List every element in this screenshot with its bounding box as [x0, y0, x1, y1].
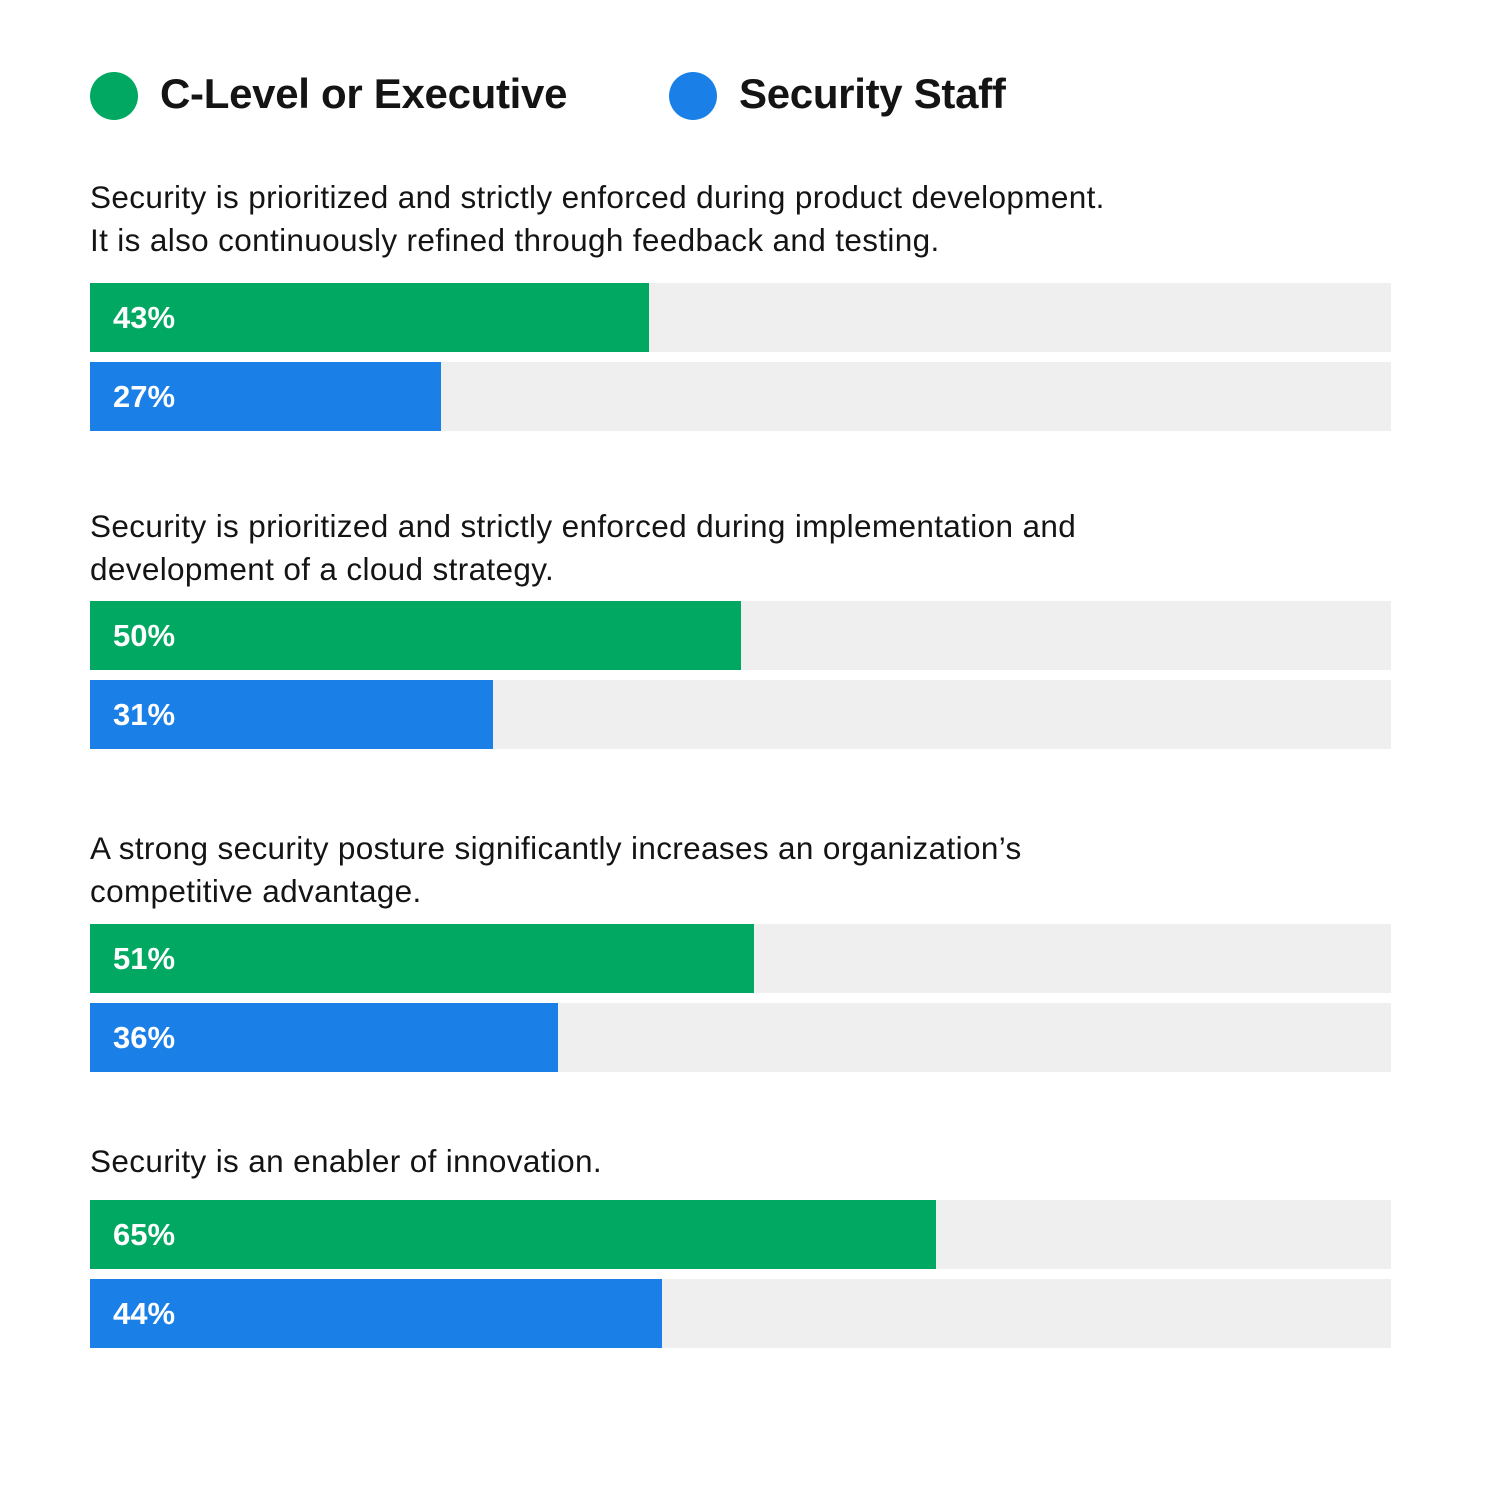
bar-track: 51%	[90, 924, 1391, 993]
bar-value-label: 36%	[113, 1020, 176, 1055]
bar-exec: 65%	[90, 1200, 936, 1269]
bar-value-label: 44%	[113, 1296, 176, 1331]
question-line: It is also continuously refined through …	[90, 222, 940, 258]
bar-exec: 51%	[90, 924, 754, 993]
question-text: Security is an enabler of innovation.	[90, 1140, 1310, 1183]
question-line: A strong security posture significantly …	[90, 830, 1022, 866]
bar-staff: 27%	[90, 362, 441, 431]
bar-staff: 44%	[90, 1279, 662, 1348]
bar-track: 43%	[90, 283, 1391, 352]
legend-label-staff: Security Staff	[739, 70, 1006, 117]
bar-track: 36%	[90, 1003, 1391, 1072]
question-text: Security is prioritized and strictly enf…	[90, 176, 1310, 262]
bar-track: 31%	[90, 680, 1391, 749]
bar-value-label: 31%	[113, 697, 176, 732]
bar-track: 27%	[90, 362, 1391, 431]
bar-value-label: 43%	[113, 300, 176, 335]
question-text: Security is prioritized and strictly enf…	[90, 505, 1310, 591]
bar-track: 50%	[90, 601, 1391, 670]
bar-staff: 36%	[90, 1003, 558, 1072]
bar-value-label: 65%	[113, 1217, 176, 1252]
question-line: competitive advantage.	[90, 873, 422, 909]
bar-value-label: 51%	[113, 941, 176, 976]
bar-value-label: 27%	[113, 379, 176, 414]
question-line: Security is an enabler of innovation.	[90, 1143, 602, 1179]
bar-value-label: 50%	[113, 618, 176, 653]
question-line: development of a cloud strategy.	[90, 551, 555, 587]
question-line: Security is prioritized and strictly enf…	[90, 508, 1077, 544]
question-line: Security is prioritized and strictly enf…	[90, 179, 1105, 215]
bar-track: 44%	[90, 1279, 1391, 1348]
legend-label-exec: C-Level or Executive	[160, 70, 568, 117]
question-text: A strong security posture significantly …	[90, 827, 1310, 913]
bar-exec: 50%	[90, 601, 741, 670]
legend-dot-staff	[669, 72, 717, 120]
bar-track: 65%	[90, 1200, 1391, 1269]
legend-dot-exec	[90, 72, 138, 120]
bar-staff: 31%	[90, 680, 493, 749]
bar-exec: 43%	[90, 283, 649, 352]
